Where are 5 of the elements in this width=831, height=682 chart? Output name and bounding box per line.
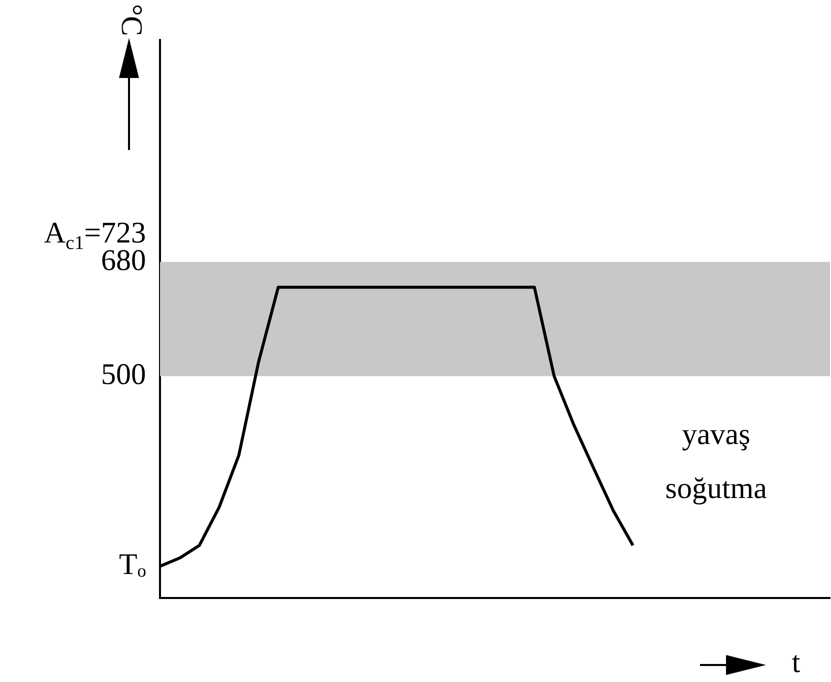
annotation: yavaş soğutma <box>665 418 767 506</box>
y-axis-title: °C <box>115 4 148 36</box>
x-axis-title: t <box>792 646 801 679</box>
y-tick-label: Tₒ <box>119 548 146 582</box>
y-tick-label: 500 <box>101 358 146 391</box>
